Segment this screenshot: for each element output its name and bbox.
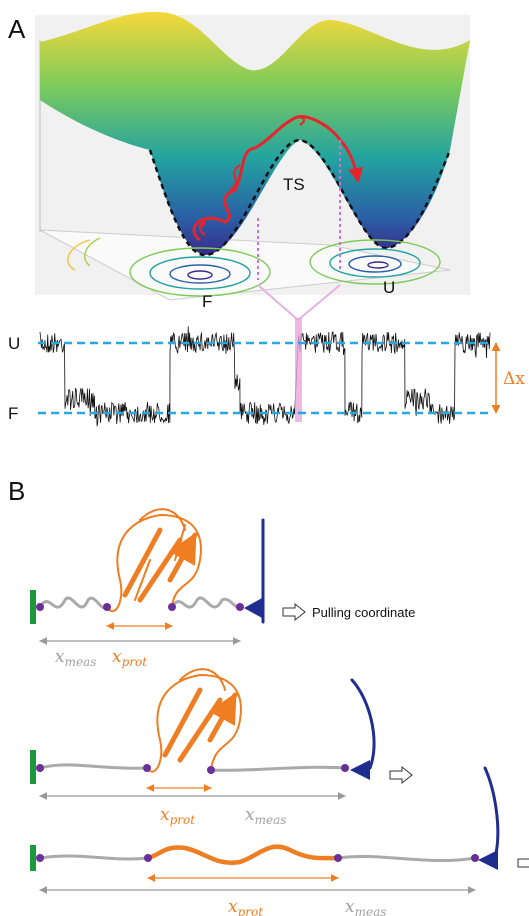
subscript: meas [355,905,387,916]
distance-label: xmeas [345,897,386,916]
stage-1 [30,509,305,641]
beta-strands [125,530,195,600]
tip [244,598,262,618]
symbol: x [160,805,170,825]
pull-arrow [390,767,412,783]
subscript: prot [238,905,264,916]
linker [40,598,107,608]
pull-arrow [518,859,529,867]
protein [147,669,241,772]
distance-label: xprot [160,805,195,827]
stage-2 [30,669,412,796]
symbol: x [55,647,65,667]
surface-anchor [30,590,36,624]
transition-highlight [295,318,302,422]
stage-3 [30,768,529,890]
distance-label: xmeas [245,805,286,827]
subscript: meas [65,655,97,669]
folded-label: F [202,292,212,311]
linker [40,765,345,771]
trace-annotations: U F Δx [8,334,525,423]
protein [107,509,201,611]
cantilever [485,768,498,858]
symbol: x [245,805,255,825]
linker [40,856,475,861]
f-level-label: F [8,404,18,423]
unfolded-protein [148,847,338,863]
cantilever [352,680,374,768]
distance-label: xmeas [55,647,96,669]
panel-label: B [8,476,25,506]
tip [350,760,370,780]
distance-label: xprot [228,897,263,916]
extension-trace [40,318,490,426]
unfolded-label: U [383,278,395,297]
subscript: prot [122,655,148,669]
pull-arrow [283,604,305,620]
u-level-label: U [8,334,20,353]
beta-strands [165,690,235,760]
trace-line [40,326,490,426]
delta-x-label: Δx [503,369,525,389]
surface-anchor [30,750,36,784]
surface-anchor [30,845,36,871]
pulling-coordinate: Pulling coordinate [312,605,415,620]
symbol: x [345,897,355,916]
subscript: meas [255,813,287,827]
linker [172,598,240,608]
symbol: x [228,897,238,916]
energy-landscape: TS F U [35,12,470,320]
figure: A TS F U [0,0,529,916]
symbol: x [112,647,122,667]
distance-label: xprot [112,647,147,669]
ts-label: TS [283,175,305,194]
tip [478,850,498,870]
panel-label: A [8,14,26,44]
subscript: prot [170,813,196,827]
